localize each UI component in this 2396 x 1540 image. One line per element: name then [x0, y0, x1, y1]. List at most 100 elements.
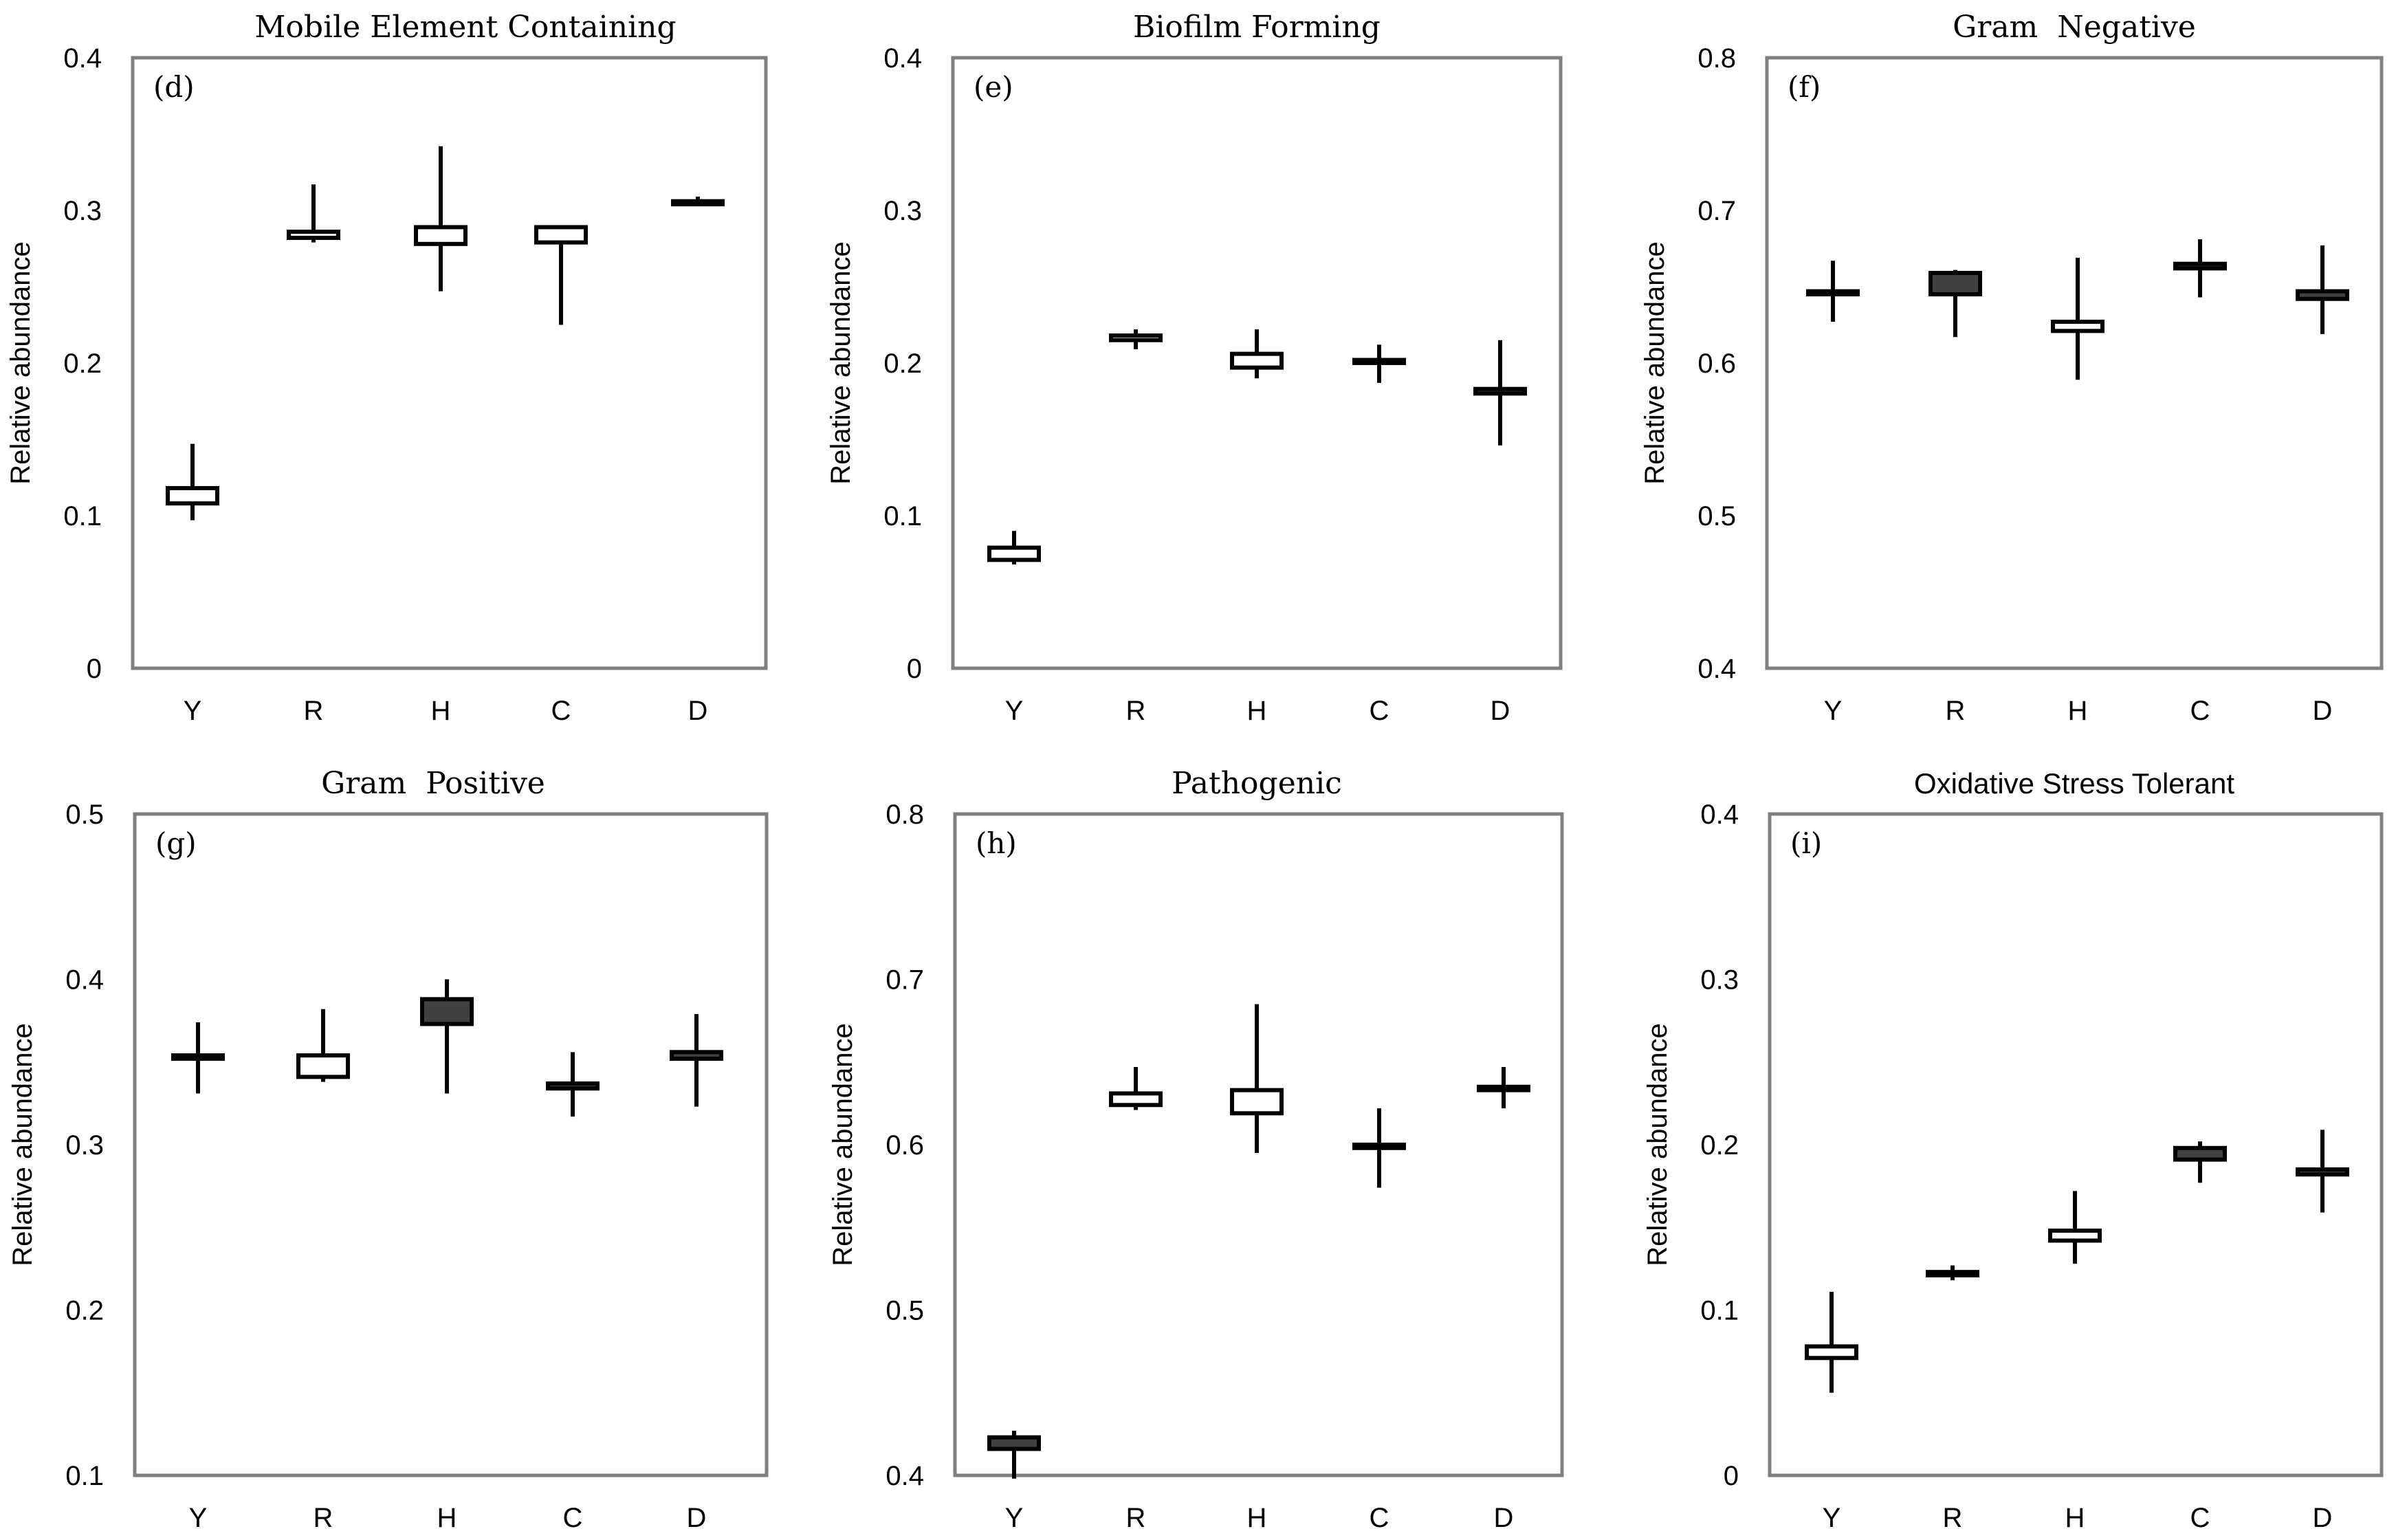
- x-tick-label: C: [551, 696, 571, 726]
- y-tick-label: 0.1: [65, 1461, 104, 1491]
- plot-frame: [133, 812, 769, 1477]
- chart-panel-d: Mobile Element Containing (d) Relative abu…: [6, 10, 768, 726]
- x-tick-label: H: [2068, 696, 2088, 726]
- box-body: [1473, 386, 1527, 396]
- x-tick-label: Y: [1823, 1503, 1841, 1533]
- chart-title: Mobile Element Containing: [254, 10, 676, 45]
- x-tick-label: Y: [189, 1503, 208, 1533]
- y-axis-label: Relative abundance: [1642, 1023, 1673, 1266]
- y-axis-label: Relative abundance: [8, 1023, 38, 1266]
- y-tick-label: 0.7: [1697, 196, 1736, 226]
- box-body: [1928, 271, 1982, 297]
- box-body: [671, 199, 725, 207]
- y-tick-label: 0.2: [883, 349, 922, 379]
- y-tick-label: 0.1: [1700, 1296, 1739, 1326]
- y-tick-label: 0.7: [886, 965, 924, 996]
- box-body: [670, 1050, 723, 1061]
- chart-title: Oxidative Stress Tolerant: [1914, 767, 2234, 800]
- box-body: [2051, 320, 2104, 333]
- panel-label: (d): [153, 70, 195, 104]
- y-tick-label: 0.6: [1697, 349, 1736, 379]
- box-body: [546, 1081, 600, 1091]
- x-tick-label: R: [314, 1503, 333, 1533]
- y-tick-label: 0.8: [886, 800, 924, 830]
- box-H: [1230, 1004, 1284, 1154]
- y-tick-label: 0.2: [65, 1296, 104, 1326]
- x-tick-label: D: [2313, 1503, 2333, 1533]
- box-D: [1477, 1066, 1530, 1109]
- y-tick-label: 0.4: [1700, 800, 1739, 830]
- box-Y: [987, 531, 1041, 565]
- x-tick-label: R: [304, 696, 324, 726]
- box-R: [1109, 1066, 1163, 1110]
- box-D: [1473, 340, 1527, 446]
- box-body: [1352, 1143, 1406, 1150]
- y-tick-label: 0.5: [1697, 501, 1736, 531]
- x-tick-label: C: [2190, 696, 2210, 726]
- x-tick-label: C: [563, 1503, 583, 1533]
- y-tick-label: 0.2: [1700, 1130, 1739, 1160]
- box-D: [671, 197, 725, 207]
- box-body: [534, 225, 588, 245]
- y-axis-label: Relative abundance: [828, 1023, 858, 1266]
- box-body: [1477, 1084, 1530, 1092]
- y-tick-label: 0.3: [65, 1130, 104, 1160]
- box-body: [414, 225, 468, 246]
- x-tick-label: R: [1943, 1503, 1963, 1533]
- panel-label: (i): [1790, 826, 1822, 860]
- box-body: [2296, 289, 2349, 301]
- box-body: [1230, 1088, 1284, 1116]
- x-tick-label: H: [1247, 1503, 1267, 1533]
- y-tick-label: 0.3: [1700, 965, 1739, 996]
- plot-frame: [1765, 56, 2384, 670]
- box-body: [166, 486, 219, 506]
- x-tick-label: D: [1491, 696, 1510, 726]
- x-tick-label: C: [1370, 696, 1389, 726]
- y-tick-label: 0.1: [883, 501, 922, 531]
- y-axis-label: Relative abundance: [6, 241, 36, 485]
- chart-title: Pathogenic: [1172, 766, 1342, 801]
- chart-panel-i: Oxidative Stress Tolerant (i) Relative abu…: [1642, 767, 2384, 1533]
- panel-label: (g): [155, 826, 197, 860]
- box-body: [1109, 333, 1163, 342]
- y-tick-label: 0: [87, 654, 102, 684]
- box-C: [534, 225, 588, 325]
- x-tick-label: H: [431, 696, 451, 726]
- x-tick-label: C: [1370, 1503, 1389, 1533]
- plot-frame: [951, 56, 1563, 670]
- chart-title: Gram Negative: [1953, 10, 2196, 45]
- box-body: [1806, 289, 1860, 297]
- x-tick-label: H: [2065, 1503, 2085, 1533]
- x-tick-label: D: [1494, 1503, 1514, 1533]
- box-D: [670, 1014, 723, 1107]
- y-tick-label: 0.6: [886, 1130, 924, 1160]
- x-tick-label: H: [437, 1503, 457, 1533]
- box-body: [1109, 1091, 1163, 1108]
- y-tick-label: 0: [907, 654, 922, 684]
- box-body: [2173, 261, 2227, 271]
- box-R: [296, 1009, 350, 1082]
- y-tick-label: 0.5: [886, 1296, 924, 1326]
- box-body: [1926, 1270, 1979, 1277]
- x-tick-label: D: [687, 1503, 707, 1533]
- y-tick-label: 0.4: [1697, 654, 1736, 684]
- box-H: [414, 146, 468, 292]
- x-tick-label: R: [1126, 1503, 1146, 1533]
- box-R: [1926, 1265, 1979, 1281]
- box-C: [2173, 239, 2227, 298]
- box-Y: [171, 1022, 225, 1094]
- chart-title: Gram Positive: [321, 766, 545, 801]
- y-tick-label: 0.4: [63, 43, 102, 74]
- chart-panel-h: Pathogenic (h) Relative abundance 0.4 0.5 0.6…: [828, 766, 1564, 1533]
- x-tick-label: Y: [1005, 1503, 1024, 1533]
- panel-label: (e): [974, 70, 1013, 104]
- box-body: [987, 1435, 1041, 1451]
- box-R: [1928, 270, 1982, 338]
- box-body: [287, 230, 340, 240]
- plot-frame: [131, 56, 768, 670]
- y-tick-label: 0.8: [1697, 43, 1736, 74]
- chart-title: Biofilm Forming: [1133, 10, 1381, 45]
- y-tick-label: 0.2: [63, 349, 102, 379]
- box-H: [2048, 1191, 2102, 1264]
- box-Y: [1806, 261, 1860, 322]
